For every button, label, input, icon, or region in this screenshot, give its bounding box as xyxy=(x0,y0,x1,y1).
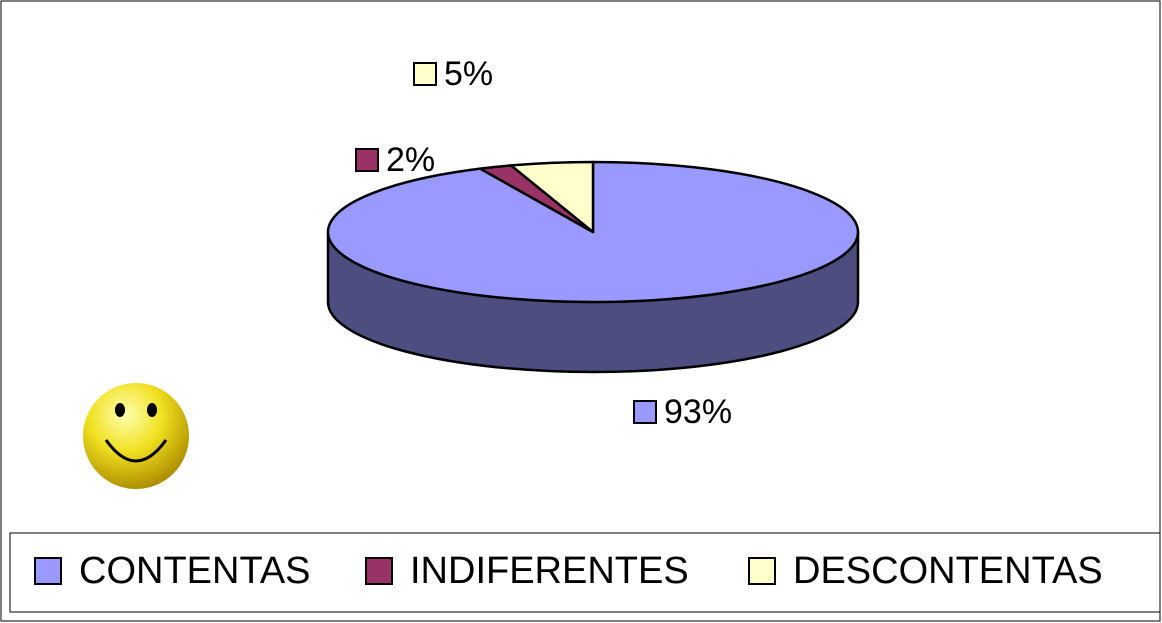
legend-key xyxy=(365,557,393,585)
value-label: 5% xyxy=(444,55,493,93)
legend-label: INDIFERENTES xyxy=(410,550,689,592)
legend-key xyxy=(34,557,62,585)
value-label-key xyxy=(355,148,379,172)
value-label: 2% xyxy=(386,141,435,179)
value-label-key xyxy=(413,62,437,86)
value-label-key xyxy=(633,400,657,424)
smiley xyxy=(83,383,189,489)
legend-box xyxy=(9,532,1161,613)
legend-label: CONTENTAS xyxy=(79,550,311,592)
pie-slice xyxy=(509,160,595,234)
value-label: 93% xyxy=(664,393,732,431)
legend-key xyxy=(748,557,776,585)
legend-label: DESCONTENTAS xyxy=(793,550,1103,592)
